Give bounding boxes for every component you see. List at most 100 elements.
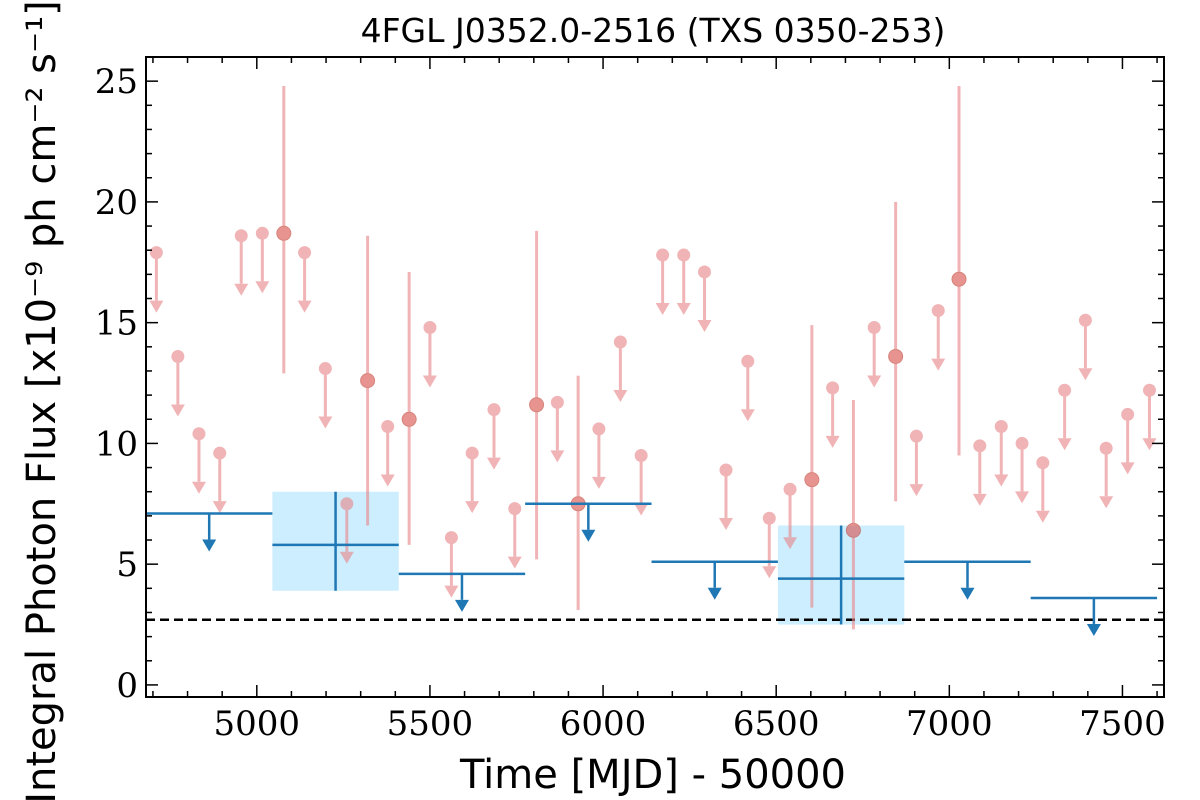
upper-limit-arrow <box>825 435 840 448</box>
long-bin-detection <box>777 525 905 625</box>
short-bin-upper-limit <box>170 349 185 417</box>
long-bin-detection <box>272 491 399 591</box>
y-tick-label: 15 <box>95 304 138 344</box>
short-bin-detection <box>804 325 820 608</box>
short-bin-upper-limit <box>1015 436 1030 504</box>
upper-limit-point <box>677 248 691 262</box>
long-bin-upper-limit <box>525 502 652 542</box>
y-tick-label: 0 <box>116 666 138 706</box>
short-bin-upper-limit <box>297 246 312 313</box>
short-bin-upper-limit <box>1120 407 1135 475</box>
short-bin-upper-limit <box>191 427 206 494</box>
upper-limit-point <box>909 429 923 443</box>
upper-limit-point <box>255 226 269 240</box>
upper-limit-point <box>783 482 797 496</box>
long-bin-arrow <box>454 599 469 612</box>
short-bin-detection <box>276 85 292 374</box>
detection-point <box>529 397 545 413</box>
short-bin-upper-limit <box>825 381 840 448</box>
upper-limit-arrow <box>676 303 691 316</box>
y-tick-label: 10 <box>95 424 138 464</box>
upper-limit-arrow <box>1035 510 1050 523</box>
short-bin-upper-limit <box>149 246 164 313</box>
upper-limit-point <box>318 362 332 376</box>
upper-limit-point <box>381 420 395 434</box>
upper-limit-arrow <box>972 493 987 506</box>
short-bin-upper-limit <box>867 320 882 388</box>
upper-limit-arrow <box>655 303 670 316</box>
detection-point <box>360 373 376 389</box>
upper-limit-point <box>1142 383 1156 397</box>
upper-limit-point <box>171 349 185 363</box>
long-bin-arrow <box>960 587 975 600</box>
upper-limit-arrow <box>783 537 798 550</box>
y-axis-ticks: 0 5 10 15 20 25 <box>95 56 1164 706</box>
upper-limit-point <box>1036 456 1050 470</box>
short-bin-upper-limit <box>676 248 691 316</box>
short-bin-upper-limit <box>318 362 333 429</box>
short-bin-upper-limit <box>931 304 946 371</box>
upper-limit-point <box>613 335 627 349</box>
upper-limit-arrow <box>234 283 249 296</box>
upper-limit-arrow <box>613 389 628 402</box>
long-bin-upper-limit <box>904 560 1031 600</box>
upper-limit-point <box>487 403 501 417</box>
upper-limit-arrow <box>465 501 480 514</box>
upper-limit-point <box>149 246 163 260</box>
upper-limit-point <box>1058 383 1072 397</box>
upper-limit-arrow <box>740 409 755 422</box>
short-bin-upper-limit <box>212 446 227 514</box>
short-bin-upper-limit <box>718 463 733 530</box>
y-axis-label: Integral Photon Flux [x10⁻⁹ ph cm⁻² s⁻¹] <box>19 0 65 800</box>
long-bin-arrow <box>581 529 596 542</box>
upper-limit-arrow <box>718 517 733 530</box>
short-bin-detection <box>845 399 861 630</box>
upper-limit-arrow <box>1142 438 1157 451</box>
upper-limit-point <box>234 229 248 243</box>
upper-limit-point <box>634 448 648 462</box>
short-bin-detection <box>529 230 545 560</box>
upper-limit-point <box>826 381 840 395</box>
upper-limit-point <box>592 422 606 436</box>
short-bin-upper-limit <box>972 439 987 506</box>
upper-limit-arrow <box>297 300 312 313</box>
upper-limit-point <box>1121 407 1135 421</box>
x-tick-label: 6000 <box>560 704 647 744</box>
short-bin-upper-limit <box>465 446 480 514</box>
upper-limit-point <box>1078 313 1092 327</box>
long-bin-arrow <box>1086 623 1101 636</box>
plot-area <box>146 85 1164 636</box>
short-bin-upper-limit <box>550 395 565 463</box>
x-axis-label: Time [MJD] - 50000 <box>459 752 846 798</box>
upper-limit-arrow <box>550 450 565 463</box>
short-bin-upper-limit <box>697 265 712 332</box>
short-bin-upper-limit <box>1035 456 1050 523</box>
short-bin-detection <box>401 271 417 545</box>
chart-title: 4FGL J0352.0-2516 (TXS 0350-253) <box>361 11 946 50</box>
detection-point <box>401 411 417 427</box>
short-bin-upper-limit <box>507 502 522 569</box>
upper-limit-point <box>192 427 206 441</box>
upper-limit-point <box>1015 436 1029 450</box>
detection-point <box>804 472 820 488</box>
detection-point <box>888 348 904 364</box>
x-tick-label: 5000 <box>214 704 301 744</box>
upper-limit-arrow <box>318 416 333 429</box>
short-bin-upper-limit <box>444 531 459 598</box>
short-bin-detection <box>570 375 586 611</box>
short-bin-detection <box>360 235 376 526</box>
short-bin-upper-limit <box>994 420 1009 487</box>
long-bin-upper-limit <box>398 572 526 612</box>
long-bin-arrow <box>707 587 722 600</box>
upper-limit-point <box>444 531 458 545</box>
upper-limit-point <box>656 248 670 262</box>
short-bin-upper-limit <box>591 422 606 489</box>
upper-limit-arrow <box>149 300 164 313</box>
short-bin-upper-limit <box>422 320 437 388</box>
y-tick-label: 20 <box>95 183 138 223</box>
upper-limit-arrow <box>507 556 522 569</box>
short-bin-detection <box>951 85 967 456</box>
short-bin-upper-limit <box>783 482 798 550</box>
short-bin-detection <box>888 201 904 502</box>
x-tick-label: 5500 <box>387 704 474 744</box>
